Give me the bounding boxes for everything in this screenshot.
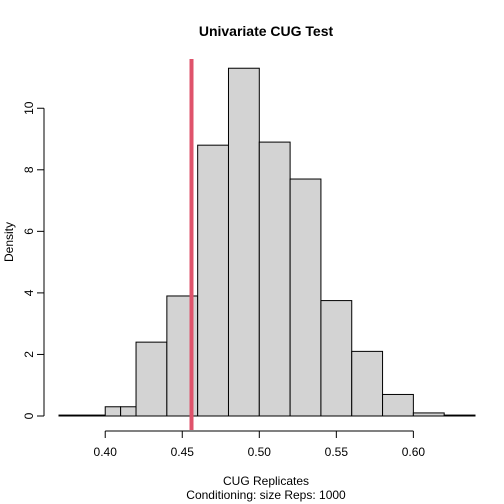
histogram-bar <box>197 144 229 417</box>
y-tick-label: 10 <box>22 101 36 115</box>
histogram-bar <box>412 412 445 417</box>
histogram-bar <box>135 341 168 417</box>
histogram-bar <box>227 67 260 417</box>
x-axis: 0.40 0.45 0.50 0.55 0.60 <box>94 430 426 459</box>
y-tick-label: 2 <box>22 351 36 358</box>
y-tick-label: 8 <box>22 166 36 173</box>
histogram-bar <box>351 350 384 417</box>
chart-title: Univariate CUG Test <box>199 23 334 39</box>
y-tick-label: 0 <box>22 412 36 419</box>
x-axis-subtitle: Conditioning: size Reps: 1000 <box>186 488 346 502</box>
x-tick-label: 0.60 <box>402 445 426 459</box>
histogram-bar <box>104 406 122 417</box>
histogram-bar <box>120 406 137 417</box>
histogram-bars <box>58 67 476 417</box>
x-tick-label: 0.40 <box>94 445 118 459</box>
histogram-bar <box>289 178 322 417</box>
histogram-bar <box>320 300 353 417</box>
histogram-bar <box>443 414 476 417</box>
y-axis-label: Density <box>2 222 16 262</box>
y-axis: 0 2 4 6 8 10 <box>22 101 45 419</box>
y-tick-label: 6 <box>22 228 36 235</box>
histogram-bar <box>382 393 414 417</box>
x-tick-label: 0.45 <box>171 445 195 459</box>
histogram-bar <box>58 414 106 417</box>
x-axis-label: CUG Replicates <box>223 474 309 488</box>
x-tick-label: 0.50 <box>248 445 272 459</box>
x-tick-label: 0.55 <box>325 445 349 459</box>
y-tick-label: 4 <box>22 289 36 296</box>
histogram-bar <box>258 141 291 417</box>
